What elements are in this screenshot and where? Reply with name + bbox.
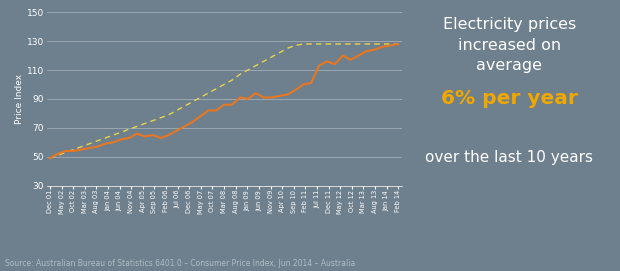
Y-axis label: Price Index: Price Index — [15, 74, 24, 124]
Text: over the last 10 years: over the last 10 years — [425, 150, 593, 165]
Text: 6% per year: 6% per year — [441, 89, 578, 108]
Text: Electricity prices
increased on
average: Electricity prices increased on average — [443, 17, 576, 73]
Text: Source: Australian Bureau of Statistics 6401.0 – Consumer Price Index, Jun 2014 : Source: Australian Bureau of Statistics … — [5, 259, 355, 268]
